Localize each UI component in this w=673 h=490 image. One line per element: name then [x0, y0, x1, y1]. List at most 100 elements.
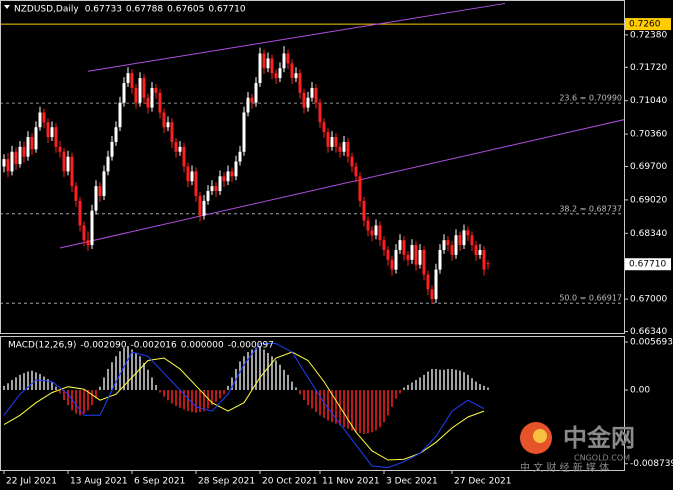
candle-body	[34, 127, 38, 150]
candle-body	[398, 240, 402, 250]
candle-body	[206, 191, 210, 201]
candle-body	[130, 73, 134, 88]
trendline	[59, 119, 624, 249]
candle-body	[286, 53, 290, 64]
candle-body	[386, 249, 390, 260]
candle-body	[258, 53, 262, 84]
candle-body	[246, 97, 250, 113]
candle-body	[102, 171, 106, 196]
candle-body	[474, 245, 478, 255]
candle-body	[354, 166, 358, 177]
y-tick-label: 0.72380	[630, 30, 667, 40]
candle-body	[138, 78, 142, 103]
candle-body	[250, 97, 254, 103]
x-tick-label: 28 Sep 2021	[198, 477, 255, 487]
candle-body	[478, 249, 482, 255]
macd-title: MACD(12,26,9)	[8, 341, 76, 351]
candle-body	[66, 156, 70, 172]
candle-body	[334, 137, 338, 147]
macd-panel	[3, 343, 489, 469]
main-panel-frame	[0, 0, 625, 334]
candle-body	[410, 245, 414, 260]
x-tick-label: 11 Nov 2021	[322, 477, 380, 487]
candle-body	[62, 151, 66, 172]
candle-body	[26, 137, 30, 157]
candle-body	[210, 186, 214, 192]
fib-level-label: 23.6 = 0.70990	[559, 94, 622, 103]
candle-body	[14, 151, 18, 165]
candle-body	[242, 112, 246, 152]
macd-line	[3, 351, 485, 461]
candle-body	[178, 146, 182, 152]
horizontal-line-tag	[625, 18, 671, 31]
candle-body	[10, 151, 14, 172]
candle-body	[394, 249, 398, 270]
candle-body	[330, 137, 334, 147]
y-tick-label: 0.70360	[630, 130, 667, 140]
candle-body	[190, 171, 194, 182]
candle-body	[342, 141, 346, 152]
candle-body	[318, 102, 322, 123]
candle-body	[450, 245, 454, 255]
x-tick-label: 13 Aug 2021	[70, 477, 128, 487]
x-tick-label: 6 Sep 2021	[134, 477, 185, 487]
macd-header-value: -0.002016	[131, 341, 177, 351]
symbol-title: NZDUSD,Daily	[14, 5, 79, 15]
candle-body	[238, 151, 242, 162]
candle-body	[438, 249, 442, 270]
candle-body	[314, 87, 318, 103]
x-tick-label: 20 Oct 2021	[262, 477, 318, 487]
candle-body	[142, 78, 146, 98]
y-tick-label: 0.67000	[630, 295, 667, 305]
candle-body	[462, 230, 466, 246]
candle-body	[86, 240, 90, 246]
watermark-site: CNGOLD.COM	[574, 454, 630, 463]
candle-body	[74, 186, 78, 201]
candle-body	[358, 176, 362, 201]
macd-header-value: 0.000000	[181, 341, 224, 351]
candle-body	[442, 240, 446, 250]
candle-body	[302, 92, 306, 108]
candle-body	[170, 122, 174, 142]
y-tick-label: 0.69020	[630, 195, 667, 205]
candle-body	[214, 186, 218, 192]
candle-body	[30, 137, 34, 150]
candle-body	[82, 225, 86, 241]
candle-body	[426, 274, 430, 290]
candle-body	[278, 68, 282, 79]
horizontal-line-label: 0.7260	[629, 20, 661, 30]
candle-body	[434, 269, 438, 300]
candle-body	[274, 73, 278, 79]
candle-body	[254, 83, 258, 103]
candle-body	[18, 146, 22, 165]
watermark-brand: 中金网	[563, 424, 635, 452]
y-tick-label: 0.71040	[630, 96, 667, 106]
candle-body	[154, 87, 158, 93]
last-price-tag	[625, 258, 671, 271]
candle-body	[482, 249, 486, 270]
axes: 0.72380 0.71720 0.71040 0.70360 0.69700 0.690…	[3, 18, 673, 487]
candle-body	[294, 73, 298, 79]
candle-body	[466, 230, 470, 236]
y-tick-label: 0.71720	[630, 63, 667, 73]
candle-body	[430, 289, 434, 300]
candle-body	[42, 112, 46, 123]
candle-body	[230, 171, 234, 177]
candle-body	[54, 127, 58, 147]
candle-body	[362, 200, 366, 221]
candle-body	[418, 249, 422, 265]
candle-body	[38, 112, 42, 128]
macd-y-tick-label: 0.005693	[630, 338, 673, 348]
symbol-dropdown-icon[interactable]	[4, 5, 10, 9]
candle-body	[218, 176, 222, 192]
candle-body	[174, 141, 178, 152]
fib-level-label: 50.0 = 0.66917	[559, 294, 622, 303]
macd-line	[3, 343, 485, 469]
macd-header-value: -0.002090	[80, 341, 126, 351]
main-panel: 23.6 = 0.70990 38.2 = 0.68737 50.0 = 0.669…	[1, 2, 624, 305]
y-tick-label: 0.68340	[630, 229, 667, 239]
candle-body	[306, 97, 310, 108]
macd-panel-frame	[0, 336, 625, 471]
